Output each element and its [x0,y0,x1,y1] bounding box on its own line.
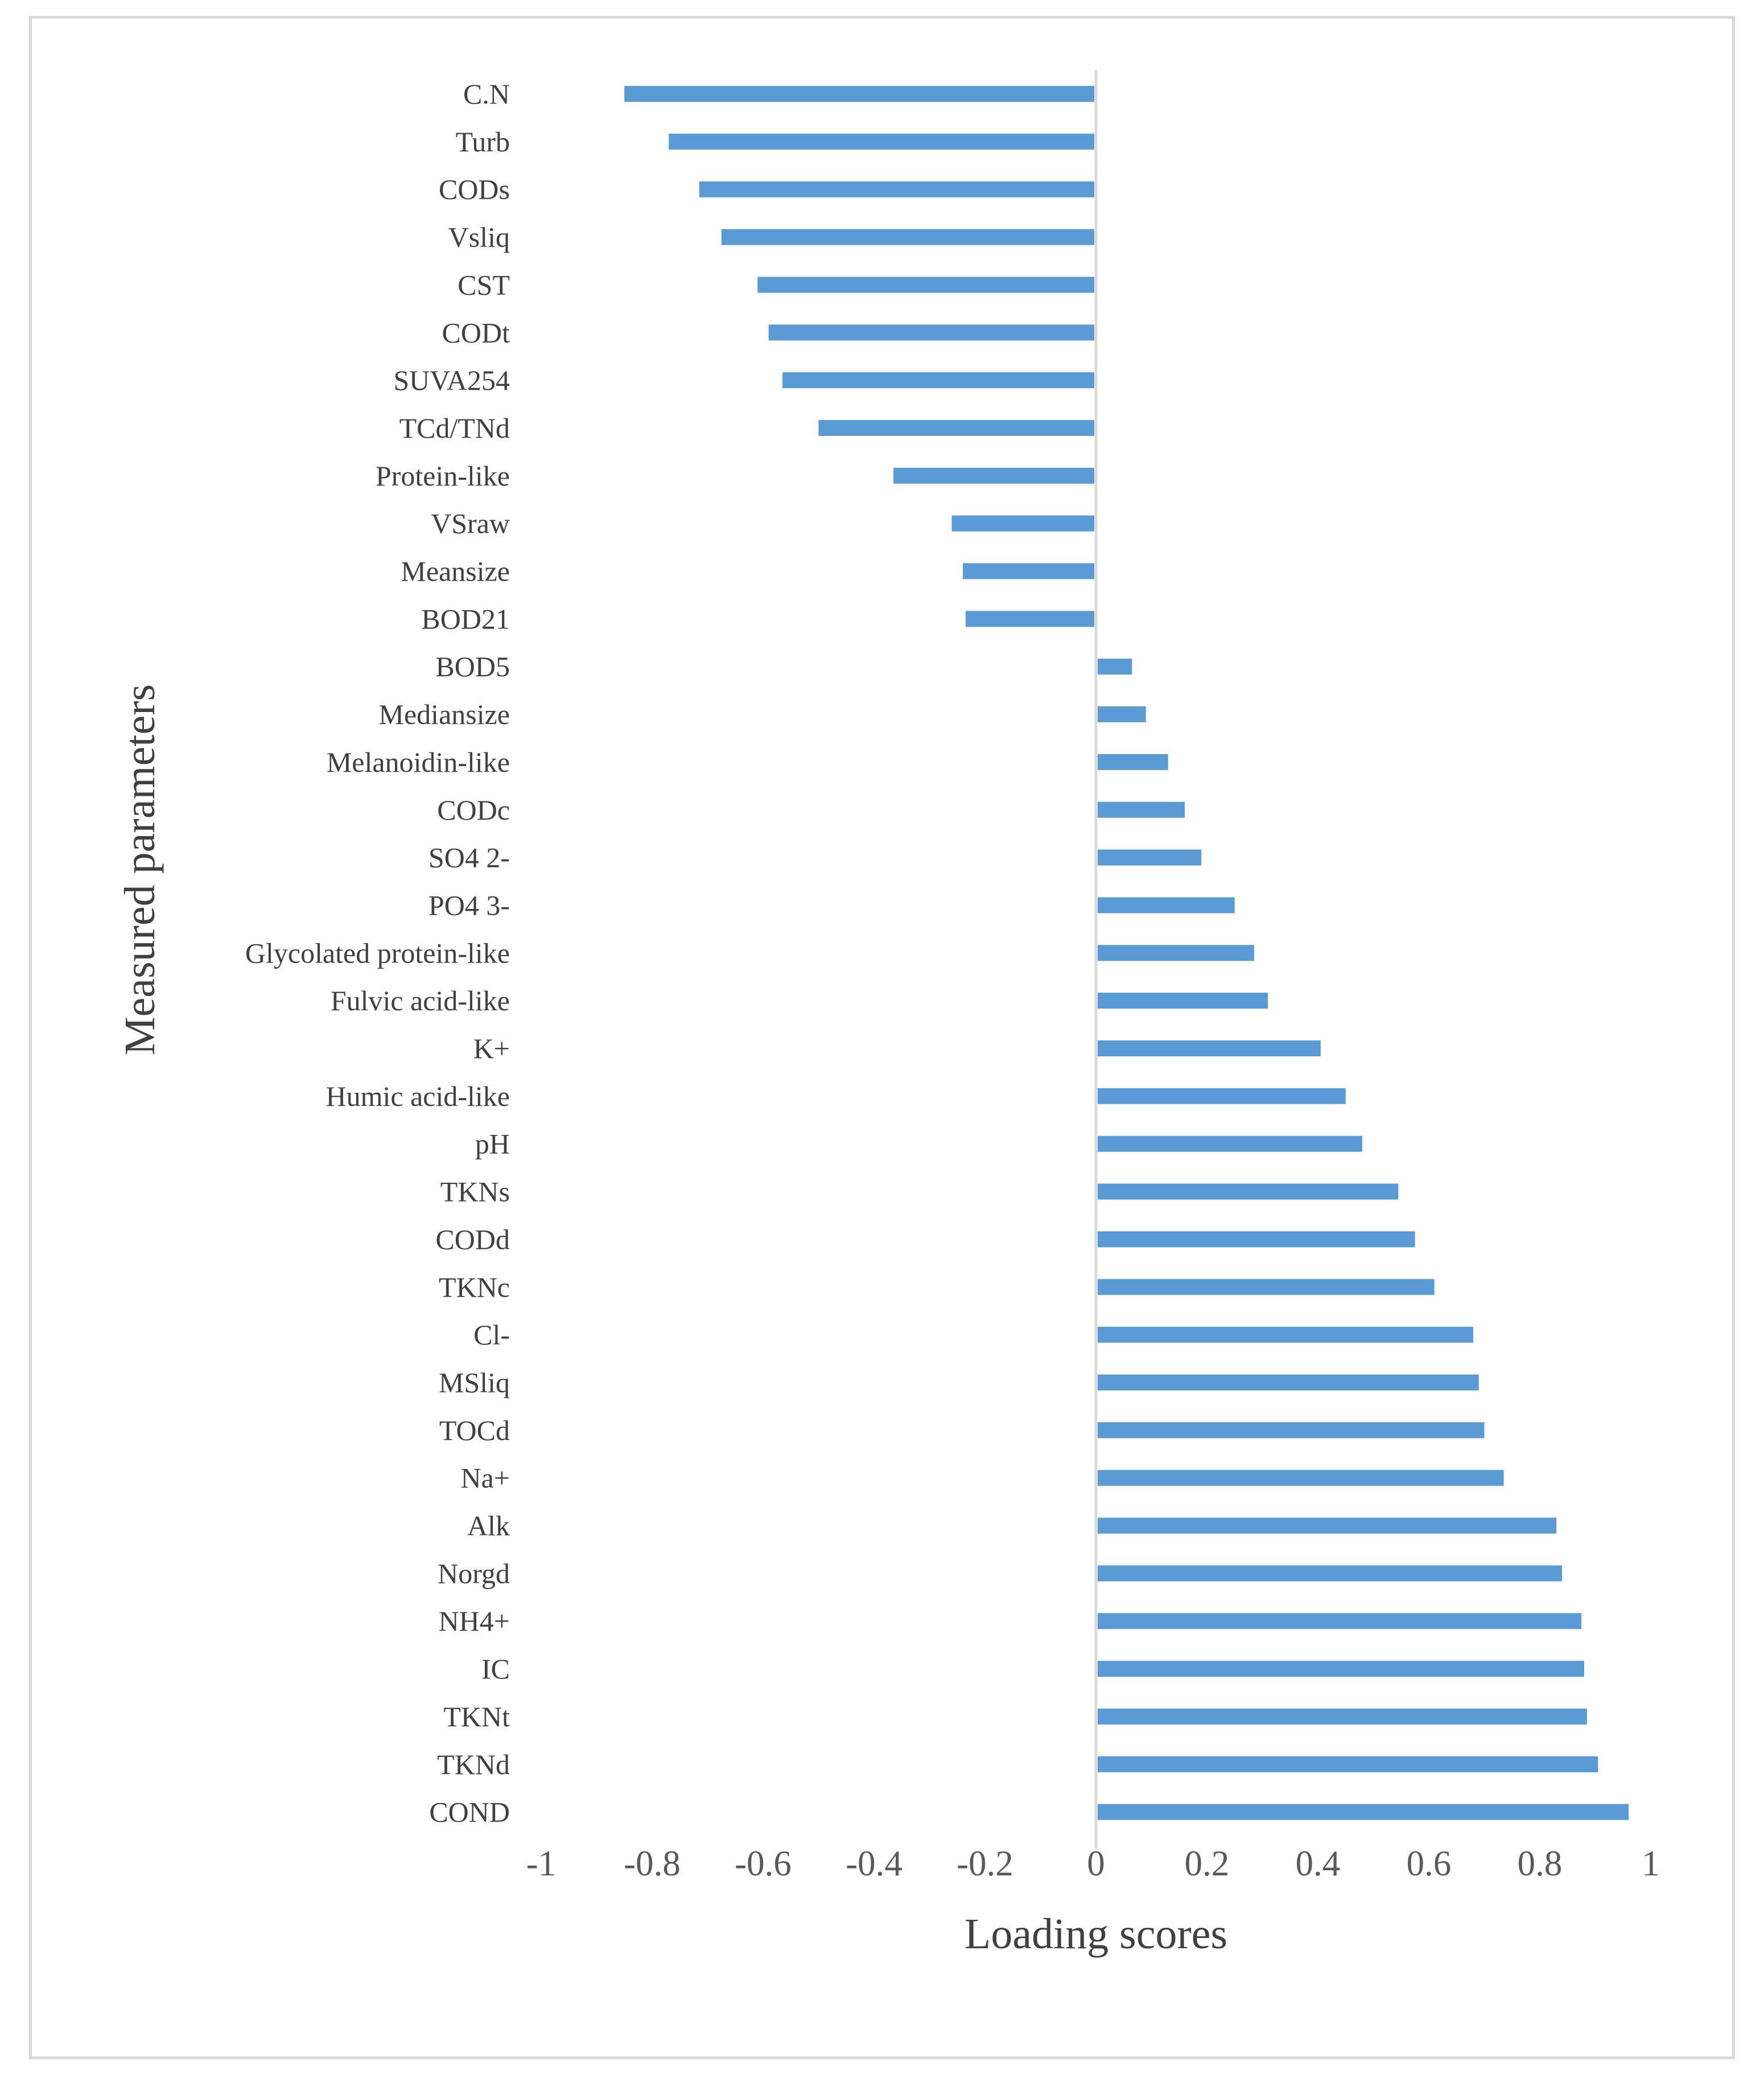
bar-fulvic-acid-like [1098,993,1268,1009]
category-label: BOD5 [435,651,510,682]
category-label: Na+ [461,1462,510,1494]
x-tick-label: 0.6 [1407,1844,1452,1883]
category-label: Humic acid-like [326,1080,510,1112]
category-label: Glycolated protein-like [245,937,510,969]
bar-na- [1098,1470,1504,1486]
bar-tknt [1098,1708,1587,1725]
chart-area: C.N Turb CODs Vsliq CST CODt SUVA254 TCd/TNd Pro… [29,16,1735,2059]
bar-ic [1098,1661,1584,1677]
category-label: CODt [442,316,510,348]
loading-scores-bar-chart: C.N Turb CODs Vsliq CST CODt SUVA254 TCd/TNd Pro… [116,70,1660,1958]
x-tick-label: 0.8 [1518,1844,1563,1883]
x-tick-label: -1 [526,1844,556,1883]
bar-tkns [1098,1183,1399,1200]
bar-cond [1098,1804,1629,1820]
bar-tocd [1098,1422,1485,1438]
x-tick-label: 0.2 [1185,1844,1230,1883]
category-label: IC [481,1653,510,1685]
category-label: TKNs [440,1176,510,1208]
bar-meansize [963,563,1094,579]
x-tick-label: 1 [1642,1844,1660,1883]
category-label: CODc [437,794,510,826]
bar-bod21 [965,611,1094,627]
category-label: pH [475,1128,510,1160]
bar-bod5 [1098,659,1132,675]
category-label: Vsliq [448,221,510,253]
category-label: NH4+ [439,1605,510,1637]
x-tick-label: -0.4 [846,1844,902,1883]
x-axis-title: Loading scores [965,1910,1227,1958]
bar-cods [699,181,1094,197]
category-label: VSraw [431,508,510,540]
y-axis-title: Measured parameters [116,684,164,1055]
category-label: TKNt [443,1701,510,1733]
category-label: Melanoidin-like [327,746,510,778]
x-tick-label: -0.2 [957,1844,1013,1883]
category-label: C.N [463,78,510,110]
bar-codt [768,324,1094,341]
category-label: TKNd [437,1748,510,1780]
bar-suva254 [782,372,1094,389]
bar-tcd-tnd [818,419,1094,436]
bar-cl- [1098,1327,1473,1343]
bar-tknd [1098,1756,1598,1772]
category-label: Cl- [473,1319,510,1351]
category-label: Mediansize [379,698,510,730]
category-labels: C.N Turb CODs Vsliq CST CODt SUVA254 TCd/TNd Pro… [245,78,510,1828]
bar-turb [669,133,1094,150]
bar-cst [757,277,1094,293]
bar-codd [1098,1231,1415,1248]
category-label: TCd/TNd [399,412,510,444]
bar-vsraw [951,515,1094,532]
category-label: SO4 2- [428,842,510,874]
bar-vsliq [721,229,1094,245]
bar-melanoidin-like [1098,754,1168,770]
category-label: Norgd [438,1557,510,1589]
bar-po4-3- [1098,897,1235,914]
category-label: Meansize [401,556,510,587]
x-tick-label: 0 [1087,1844,1105,1883]
category-label: Fulvic acid-like [331,985,510,1017]
bar-mediansize [1098,706,1146,723]
category-label: Protein-like [376,460,510,492]
bar-glycolated-protein-like [1098,945,1254,961]
bar-msliq [1098,1374,1479,1390]
bar-k- [1098,1040,1321,1056]
category-label: MSliq [439,1367,510,1398]
category-label: TOCd [439,1414,510,1446]
bar-ph [1098,1135,1362,1152]
bar-humic-acid-like [1098,1088,1346,1104]
category-label: Turb [456,126,510,158]
x-tick-label: -0.8 [624,1844,681,1883]
category-label: SUVA254 [393,364,510,396]
x-tick-label: 0.4 [1296,1844,1341,1883]
bar-c-n [624,86,1094,102]
category-label: COND [429,1796,510,1828]
category-label: CODd [435,1223,510,1255]
bars-group [624,86,1629,1820]
bar-codc [1098,801,1185,818]
bar-protein-like [893,467,1094,484]
category-label: K+ [473,1032,510,1064]
x-tick-label: -0.6 [735,1844,792,1883]
bar-so4-2- [1098,849,1202,866]
x-tick-labels: -1 -0.8 -0.6 -0.4 -0.2 0 0.2 0.4 0.6 0.8 1 [526,1844,1660,1883]
category-label: BOD21 [421,603,510,635]
category-label: PO4 3- [428,889,510,921]
category-label: CST [458,269,510,301]
bar-tknc [1098,1279,1435,1295]
category-label: Alk [467,1510,510,1542]
category-label: TKNc [439,1271,510,1303]
bar-nh4- [1098,1613,1582,1630]
bar-alk [1098,1517,1557,1534]
category-label: CODs [439,174,510,205]
bar-norgd [1098,1565,1562,1582]
